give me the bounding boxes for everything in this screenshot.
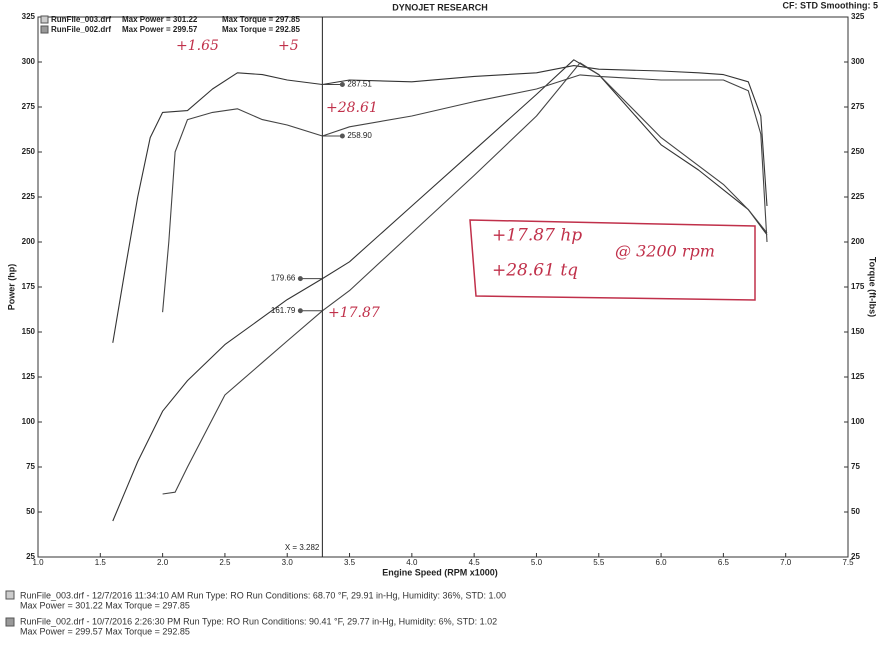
header-right: CF: STD Smoothing: 5 [783,0,879,10]
x-tick-label: 3.0 [282,558,294,567]
x-tick-label: 5.5 [593,558,605,567]
y-tick-label: 100 [22,417,36,426]
y2-tick-label: 175 [851,282,865,291]
y2-tick-label: 100 [851,417,865,426]
x-tick-label: 1.5 [95,558,107,567]
y-tick-label: 325 [22,12,36,21]
legend-file: RunFile_002.drf [51,25,111,34]
marker-label: 258.90 [347,131,372,140]
y2-tick-label: 125 [851,372,865,381]
plot-frame [37,16,849,558]
y2-axis-title: Torque (ft-lbs) [868,257,878,317]
series-line [162,62,768,495]
y2-tick-label: 75 [851,462,860,471]
marker-dot [339,81,345,87]
marker-label: 287.51 [347,80,372,89]
series-line [162,74,768,313]
annotation: +17.87 hp [492,226,582,246]
annotation: +1.65 [176,38,219,54]
series-line [112,65,768,343]
annotation: +17.87 [328,305,380,321]
footer-text: RunFile_003.drf - 12/7/2016 11:34:10 AM … [20,590,506,600]
legend-power: Max Power = 301.22 [122,15,198,24]
x-tick-label: 2.0 [157,558,169,567]
y-tick-label: 225 [22,192,36,201]
legend-torque: Max Torque = 297.85 [222,15,300,24]
y2-tick-label: 50 [851,507,860,516]
footer-text: Max Power = 301.22 Max Torque = 297.85 [20,600,190,610]
y2-tick-label: 200 [851,237,865,246]
x-tick-label: 5.0 [531,558,543,567]
legend-icon [40,15,49,24]
marker-dot [339,133,345,139]
y-tick-label: 150 [22,327,36,336]
series-line [112,59,768,522]
y-tick-label: 50 [26,507,35,516]
y-tick-label: 275 [22,102,36,111]
y-axis-title: Power (hp) [6,264,16,311]
x-tick-label: 7.5 [842,558,854,567]
annotation: +28.61 tq [492,261,578,281]
y2-tick-label: 25 [851,552,860,561]
x-tick-label: 6.0 [656,558,668,567]
y-tick-label: 75 [26,462,35,471]
marker-label: 161.79 [271,306,296,315]
annotation: +28.61 [326,100,378,116]
x-axis-title: Engine Speed (RPM x1000) [382,567,498,577]
x-tick-label: 7.0 [780,558,792,567]
y2-tick-label: 275 [851,102,865,111]
x-tick-label: 4.5 [469,558,481,567]
y-tick-label: 250 [22,147,36,156]
marker-label: 179.66 [271,274,296,283]
annotation: @ 3200 rpm [615,242,715,261]
x-tick-label: 3.5 [344,558,356,567]
y2-tick-label: 225 [851,192,865,201]
x-tick-label: 2.5 [219,558,231,567]
marker-dot [297,276,303,282]
x-tick-label: 1.0 [32,558,44,567]
y-tick-label: 125 [22,372,36,381]
chart-title: DYNOJET RESEARCH [392,2,488,12]
legend-torque: Max Torque = 292.85 [222,25,300,34]
annotation: +5 [278,38,299,54]
footer-text: Max Power = 299.57 Max Torque = 292.85 [20,626,190,636]
annotation-box [469,219,756,301]
y2-tick-label: 250 [851,147,865,156]
y2-tick-label: 325 [851,12,865,21]
y2-tick-label: 150 [851,327,865,336]
y-tick-label: 200 [22,237,36,246]
legend-file: RunFile_003.drf [51,15,111,24]
x-tick-label: 4.0 [406,558,418,567]
footer-text: RunFile_002.drf - 10/7/2016 2:26:30 PM R… [20,616,497,626]
footer-icon [5,617,15,627]
legend-power: Max Power = 299.57 [122,25,198,34]
legend-icon [40,25,49,34]
x-tick-label: 6.5 [718,558,730,567]
marker-dot [297,308,303,314]
y-tick-label: 25 [26,552,35,561]
footer-icon [5,590,15,600]
y-tick-label: 175 [22,282,36,291]
y2-tick-label: 300 [851,57,865,66]
y-tick-label: 300 [22,57,36,66]
cursor-label: X = 3.282 [285,543,320,552]
